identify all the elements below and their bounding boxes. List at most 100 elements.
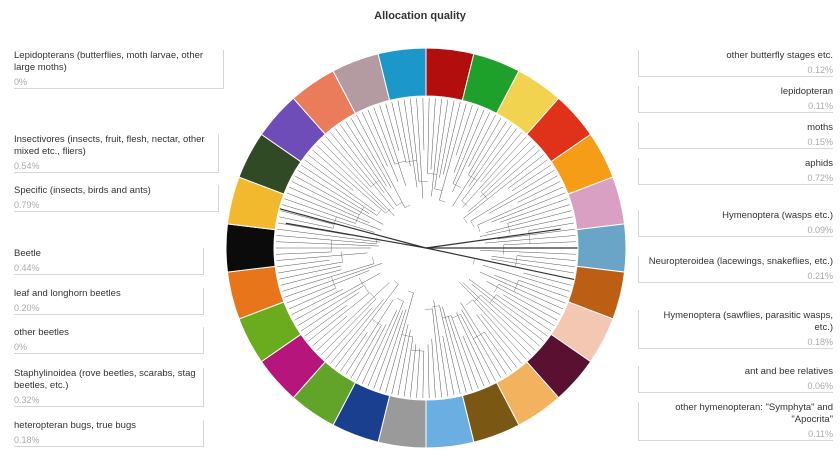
tree-branch: [282, 263, 375, 292]
tree-branch: [480, 132, 522, 183]
label-right-1: other butterfly stages etc. 0.12%: [638, 50, 833, 77]
tree-branch: [450, 315, 479, 389]
label-left-1-value: 0%: [14, 77, 28, 87]
tree-branch: [335, 284, 399, 368]
tree-branch: [278, 222, 350, 236]
ring-segment: [576, 223, 627, 273]
tree-branch: [379, 309, 407, 391]
tree-branch: [385, 103, 400, 151]
tree-branch: [472, 299, 527, 360]
tree-branch: [291, 181, 360, 216]
tree-branch: [410, 98, 420, 182]
tree-branch: [430, 98, 436, 170]
label-right-2-text: lepidopteran: [780, 86, 833, 97]
tree-branch: [422, 98, 425, 151]
tree-branch: [431, 338, 436, 398]
label-right-6: Neuropteroidea (lacewings, snakeflies, e…: [638, 256, 833, 283]
tree-branch: [517, 255, 576, 261]
tree-branch: [294, 273, 381, 321]
tree-branch: [498, 283, 561, 315]
tree-branch: [468, 124, 512, 187]
tree-branch: [432, 308, 442, 398]
tree-branch: [511, 164, 552, 192]
label-right-9: other hymenopteran: "Symphyta" and "Apoc…: [638, 402, 833, 441]
tree-branch: [385, 292, 414, 393]
tree-branch: [277, 228, 381, 243]
tree-branch: [361, 112, 388, 167]
label-left-4-text: Beetle: [14, 248, 41, 259]
tree-branch: [503, 241, 576, 245]
label-right-8: ant and bee relatives 0.06%: [638, 366, 833, 393]
label-right-6-value: 0.21%: [807, 271, 833, 281]
tree-branch: [491, 258, 574, 274]
tree-branch: [485, 210, 572, 233]
tree-branch: [471, 284, 544, 342]
label-left-1: Lepidopterans (butterflies, moth larvae,…: [14, 50, 224, 89]
tree-branch: [470, 170, 555, 222]
tree-branch: [453, 107, 479, 173]
tree-branch: [280, 269, 342, 286]
tree-branch: [462, 282, 536, 351]
label-left-7-text: Staphylinoidea (rove beetles, scarabs, s…: [14, 368, 196, 391]
tree-branch: [297, 285, 364, 326]
tree-branch: [340, 124, 397, 206]
label-right-5-text: Hymenoptera (wasps etc.): [722, 210, 833, 221]
tree-branch: [397, 329, 411, 396]
label-right-7-text: Hymenoptera (sawflies, parasitic wasps, …: [663, 310, 833, 333]
tree-branch: [459, 282, 532, 356]
tree-branch: [479, 271, 564, 310]
tree-branch: [482, 264, 570, 292]
tree-branch: [442, 335, 455, 396]
tree-branch: [300, 292, 360, 332]
label-right-3: moths 0.15%: [638, 122, 833, 149]
tree-branch: [286, 270, 370, 304]
tree-branch: [460, 314, 496, 382]
tree-branch: [335, 128, 385, 194]
tree-branch: [439, 305, 461, 395]
tree-branch: [284, 263, 383, 298]
tree-branch: [373, 310, 404, 389]
tree-branch: [300, 164, 378, 216]
label-left-5-value: 0.20%: [14, 303, 40, 313]
tree-branch: [367, 109, 399, 182]
tree-branch: [468, 114, 496, 167]
tree-branch: [320, 140, 395, 216]
label-left-3: Specific (insects, birds and ants) 0.79%: [14, 185, 219, 212]
tree-branch: [276, 241, 379, 247]
tree-branch-arc: [396, 297, 404, 302]
tree-branch-arc: [432, 305, 440, 308]
tree-branch-arc: [358, 277, 364, 287]
tree-branch: [528, 222, 574, 231]
label-right-2-value: 0.11%: [808, 101, 833, 111]
tree-branch-arc: [341, 251, 343, 263]
label-right-8-value: 0.06%: [807, 381, 833, 391]
tree-branch-arc: [385, 208, 391, 214]
tree-branch: [452, 109, 485, 184]
tree-branch: [523, 272, 572, 286]
tree-branch: [276, 235, 377, 245]
tree-branch: [403, 99, 418, 188]
tree-branch-arc: [439, 199, 446, 203]
label-right-2: lepidopteran 0.11%: [638, 86, 833, 113]
tree-branch: [491, 192, 566, 223]
tree-branch: [312, 149, 386, 214]
tree-main-branch: [425, 228, 561, 249]
tree-branch: [391, 324, 409, 395]
tree-branch-arc: [404, 205, 411, 208]
tree-main-branch: [285, 222, 427, 249]
tree-branch: [463, 154, 544, 219]
tree-branch: [284, 198, 356, 224]
label-right-4-value: 0.72%: [807, 173, 833, 183]
tree-branch: [320, 298, 377, 356]
tree-branch: [282, 204, 375, 233]
tree-main-branch: [271, 206, 427, 249]
tree-branch: [484, 235, 576, 244]
tree-branch: [356, 324, 387, 382]
tree-branch: [345, 299, 394, 375]
tree-branch: [379, 105, 407, 187]
label-left-8: heteropteran bugs, true bugs 0.18%: [14, 420, 204, 447]
tree-branch: [277, 259, 330, 268]
label-left-2-text: Insectivores (insects, fruit, flesh, nec…: [14, 134, 205, 157]
label-left-5-text: leaf and longhorn beetles: [14, 288, 121, 299]
tree-branch: [391, 101, 407, 163]
